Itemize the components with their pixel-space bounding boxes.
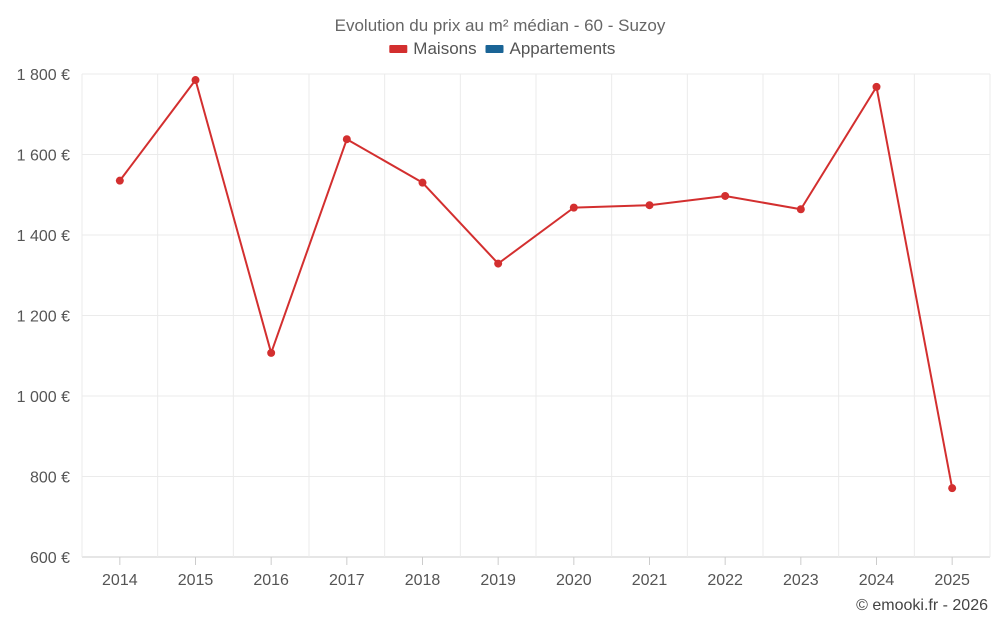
x-tick-label: 2025 [934, 572, 970, 589]
y-tick-label: 1 800 € [17, 67, 70, 84]
y-tick-label: 1 000 € [17, 389, 70, 406]
credit-text: © emooki.fr - 2026 [856, 597, 988, 614]
legend[interactable]: Maisons Appartements [389, 39, 615, 58]
x-axis: 2014 2015 2016 2017 2018 2019 2020 2021 2022 2023… [102, 557, 970, 589]
data-point[interactable] [267, 348, 276, 357]
y-tick-label: 1 200 € [17, 309, 70, 326]
data-point[interactable] [418, 178, 427, 187]
data-point[interactable] [342, 135, 351, 144]
legend-item-appartements[interactable]: Appartements [485, 39, 616, 58]
data-point[interactable] [721, 191, 730, 200]
x-tick-label: 2018 [405, 572, 441, 589]
data-point[interactable] [948, 484, 957, 493]
x-tick-label: 2024 [859, 572, 895, 589]
y-axis: 1 800 € 1 600 € 1 400 € 1 200 € 1 000 € 800 €… [17, 67, 70, 567]
y-tick-label: 600 € [30, 550, 70, 567]
legend-swatch [485, 45, 504, 53]
y-tick-label: 1 600 € [17, 148, 70, 165]
x-tick-label: 2015 [178, 572, 214, 589]
x-tick-label: 2016 [253, 572, 289, 589]
data-point[interactable] [569, 203, 578, 212]
legend-label: Maisons [413, 39, 476, 58]
series-line-maisons [119, 79, 954, 489]
y-tick-label: 800 € [30, 470, 70, 487]
x-tick-label: 2017 [329, 572, 365, 589]
x-tick-label: 2023 [783, 572, 819, 589]
x-tick-label: 2020 [556, 572, 592, 589]
y-tick-label: 1 400 € [17, 228, 70, 245]
legend-swatch [389, 45, 408, 53]
legend-item-maisons[interactable]: Maisons [389, 39, 477, 58]
data-point[interactable] [872, 82, 881, 91]
grid-lines [81, 73, 991, 558]
x-tick-label: 2014 [102, 572, 138, 589]
x-tick-label: 2019 [480, 572, 516, 589]
data-point[interactable] [796, 205, 805, 214]
chart-title: Evolution du prix au m² médian - 60 - Su… [335, 16, 666, 35]
data-point[interactable] [494, 259, 503, 268]
data-point[interactable] [115, 176, 124, 185]
x-tick-label: 2022 [707, 572, 743, 589]
data-point[interactable] [645, 201, 654, 210]
series-group [115, 76, 957, 493]
x-tick-label: 2021 [632, 572, 668, 589]
legend-label: Appartements [510, 39, 616, 58]
data-point[interactable] [191, 76, 200, 85]
